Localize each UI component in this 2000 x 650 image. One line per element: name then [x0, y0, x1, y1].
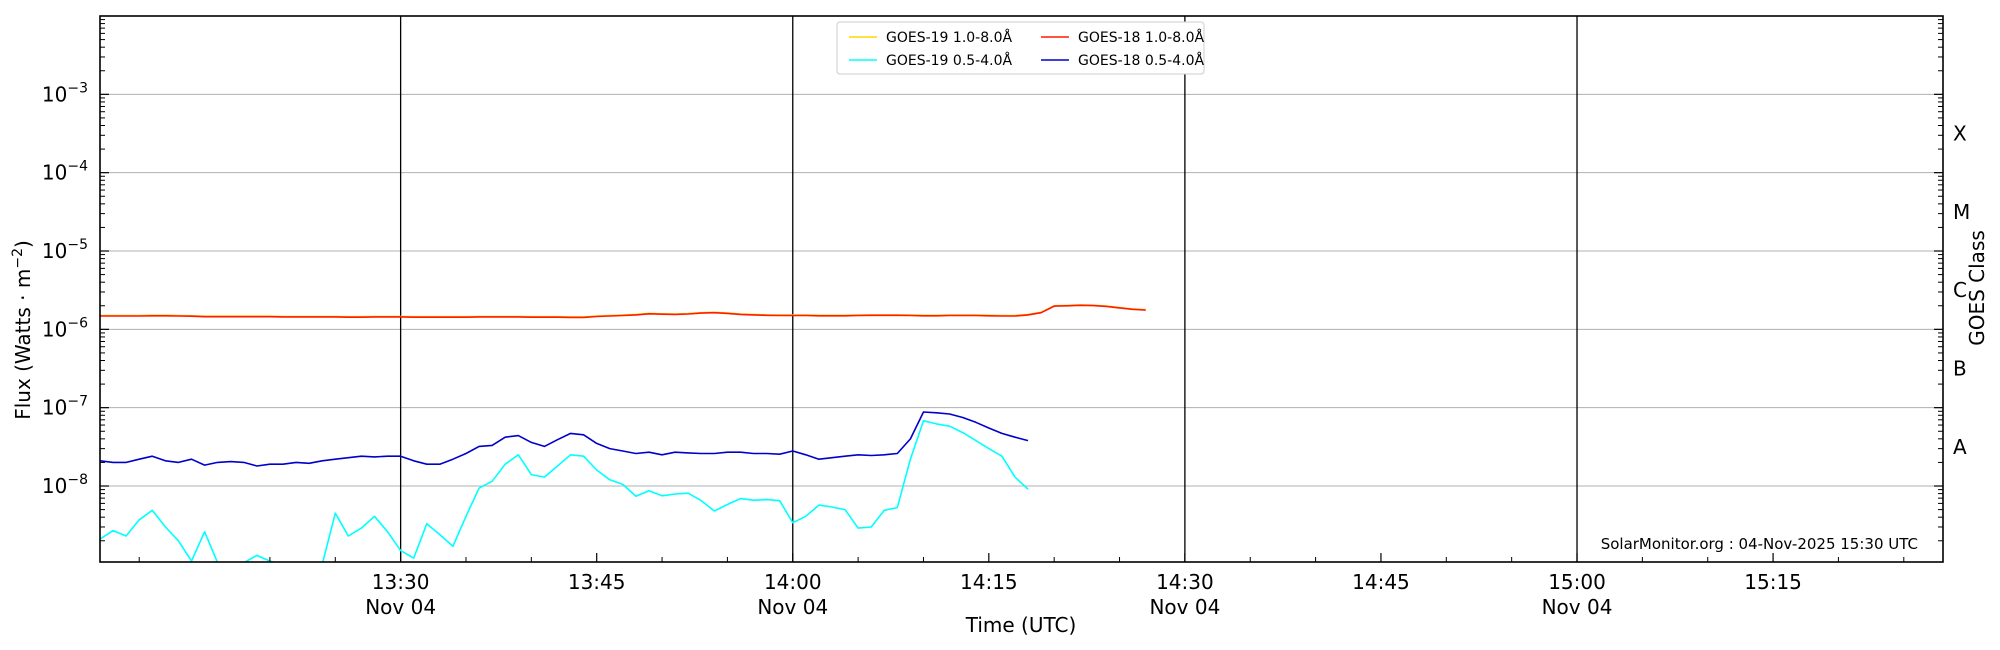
y-axis-ticks: 10−8 10−7 10−6 10−5 10−4 10−3: [42, 19, 1943, 542]
series-line-3: [100, 411, 1029, 467]
y-tick-label: 10−4: [42, 159, 88, 185]
x-tick-time-label: 15:15: [1744, 570, 1802, 594]
y-axis-label: Flux (Watts · m−2): [10, 240, 35, 420]
x-axis-label: Time (UTC): [965, 613, 1077, 637]
y-tick-label: 10−3: [42, 80, 88, 106]
legend-label: GOES-18 1.0-8.0Å: [1078, 29, 1204, 46]
grid-layer: [100, 93, 1943, 487]
source-timestamp-annotation: SolarMonitor.org : 04-Nov-2025 15:30 UTC: [1601, 535, 1918, 553]
y-tick-label: 10−5: [42, 237, 88, 263]
y-tick-label: 10−6: [42, 315, 88, 341]
legend-box: [836, 21, 1205, 75]
x-tick-date-label: Nov 04: [365, 595, 436, 619]
y-tick-label: 10−8: [42, 472, 88, 498]
series-line-2: [100, 419, 1029, 562]
x-tick-time-label: 14:45: [1352, 570, 1410, 594]
goes-class-axis-label: GOES Class: [1965, 230, 1989, 346]
x-tick-time-label: 14:30: [1156, 570, 1214, 594]
legend-label: GOES-19 1.0-8.0Å: [886, 29, 1012, 46]
goes-class-a: A: [1953, 435, 1967, 459]
legend: GOES-19 1.0-8.0Å GOES-19 0.5-4.0Å GOES-18 …: [836, 21, 1205, 75]
x-tick-date-label: Nov 04: [1149, 595, 1220, 619]
series-layer: [100, 304, 1146, 562]
x-tick-date-label: Nov 04: [1542, 595, 1613, 619]
x-tick-time-label: 14:15: [960, 570, 1018, 594]
x-tick-date-label: Nov 04: [757, 595, 828, 619]
x-tick-time-label: 15:00: [1548, 570, 1606, 594]
series-line-1: [100, 304, 1146, 319]
x-tick-time-label: 13:45: [568, 570, 626, 594]
plot-frame: [99, 15, 1944, 563]
goes-class-labels: A B C M X: [1953, 122, 1970, 459]
x-tick-time-label: 14:00: [764, 570, 822, 594]
y-tick-label: 10−7: [42, 394, 88, 420]
x-tick-time-label: 13:30: [372, 570, 430, 594]
legend-label: GOES-18 0.5-4.0Å: [1078, 52, 1204, 69]
goes-class-c: C: [1953, 278, 1967, 302]
legend-label: GOES-19 0.5-4.0Å: [886, 52, 1012, 69]
goes-class-m: M: [1953, 200, 1970, 224]
vertical-time-lines: [399, 16, 1578, 562]
goes-class-b: B: [1953, 357, 1967, 381]
goes-class-x: X: [1953, 122, 1967, 146]
